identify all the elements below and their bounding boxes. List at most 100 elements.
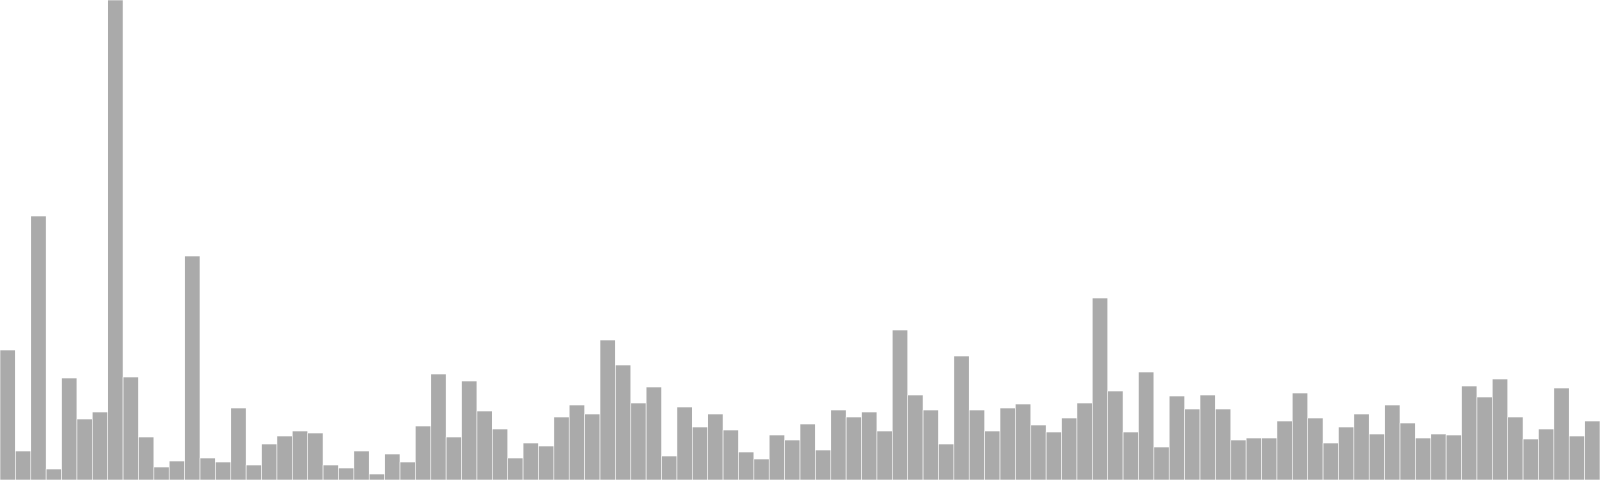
bar-31 [476, 410, 493, 480]
bar-66 [1015, 403, 1032, 480]
bar-30 [461, 380, 478, 480]
bar-60 [922, 409, 939, 480]
bar-56 [861, 411, 878, 480]
bar-27 [415, 425, 432, 480]
bar-83 [1276, 420, 1293, 480]
bar-47 [722, 429, 739, 480]
bar-89 [1368, 433, 1385, 480]
bar-33 [507, 457, 524, 480]
bar-16 [245, 464, 262, 480]
bar-48 [738, 451, 755, 480]
bar-80 [1230, 439, 1247, 480]
bar-9 [138, 436, 155, 480]
bar-95 [1461, 385, 1478, 480]
bar-77 [1184, 408, 1201, 480]
bar-75 [1153, 446, 1170, 480]
bar-53 [815, 449, 832, 480]
bar-59 [907, 394, 924, 480]
bar-96 [1476, 396, 1493, 480]
bar-46 [707, 413, 724, 480]
bar-26 [399, 461, 416, 480]
bar-78 [1199, 394, 1216, 480]
bar-68 [1045, 431, 1062, 480]
bar-50 [768, 434, 785, 480]
bar-93 [1430, 433, 1447, 480]
bar-81 [1245, 437, 1262, 480]
bar-8 [122, 376, 139, 480]
bar-22 [338, 467, 355, 480]
bar-86 [1322, 442, 1339, 480]
bar-43 [661, 455, 678, 480]
bar-62 [953, 355, 970, 480]
bar-24 [368, 473, 385, 480]
bar-21 [322, 464, 339, 480]
bar-90 [1384, 404, 1401, 480]
bar-103 [1584, 420, 1600, 480]
bar-28 [430, 373, 447, 480]
bar-67 [1030, 424, 1047, 480]
bar-65 [999, 407, 1016, 480]
bar-45 [692, 426, 708, 480]
bar-17 [261, 443, 278, 480]
bar-39 [599, 339, 616, 480]
bar-3 [45, 468, 62, 480]
bar-19 [292, 430, 308, 480]
bar-61 [938, 443, 955, 480]
bar-57 [876, 430, 893, 480]
bar-63 [968, 409, 985, 480]
bar-72 [1107, 390, 1124, 480]
bar-0 [0, 349, 16, 480]
bar-98 [1507, 416, 1524, 480]
bar-11 [168, 460, 185, 480]
bar-35 [538, 445, 555, 480]
bar-34 [522, 442, 539, 480]
bar-4 [61, 377, 78, 480]
bar-25 [384, 453, 401, 480]
bar-87 [1338, 426, 1355, 480]
bar-94 [1445, 434, 1462, 480]
bar-40 [615, 364, 632, 480]
bar-2 [30, 215, 47, 480]
bar-84 [1292, 392, 1308, 480]
bar-51 [784, 439, 801, 480]
bar-38 [584, 413, 601, 480]
bar-15 [230, 407, 247, 480]
bar-92 [1415, 437, 1432, 480]
bar-23 [353, 450, 370, 480]
bar-100 [1538, 428, 1555, 480]
bar-41 [630, 402, 647, 480]
bar-18 [276, 435, 293, 480]
bar-99 [1522, 438, 1539, 480]
bar-52 [799, 423, 816, 480]
bar-55 [845, 416, 862, 480]
bar-74 [1138, 371, 1155, 480]
bar-42 [645, 386, 662, 480]
bar-97 [1492, 378, 1508, 480]
bar-5 [76, 418, 93, 480]
bar-64 [984, 430, 1001, 480]
bar-6 [92, 411, 108, 480]
bar-32 [492, 428, 508, 480]
bar-102 [1568, 435, 1585, 480]
bar-101 [1553, 387, 1570, 480]
bar-10 [153, 466, 170, 480]
bar-71 [1092, 297, 1108, 480]
bar-70 [1076, 402, 1093, 480]
bar-49 [753, 458, 770, 480]
bar-44 [676, 406, 693, 480]
bar-7 [107, 0, 124, 480]
bar-73 [1122, 431, 1139, 480]
bar-14 [215, 461, 232, 480]
bar-79 [1215, 408, 1232, 480]
bar-76 [1168, 395, 1185, 480]
bar-85 [1307, 417, 1324, 480]
bar-88 [1353, 413, 1370, 480]
bar-69 [1061, 417, 1078, 480]
bar-12 [184, 255, 201, 480]
bar-29 [445, 436, 462, 480]
bar-91 [1399, 422, 1416, 480]
